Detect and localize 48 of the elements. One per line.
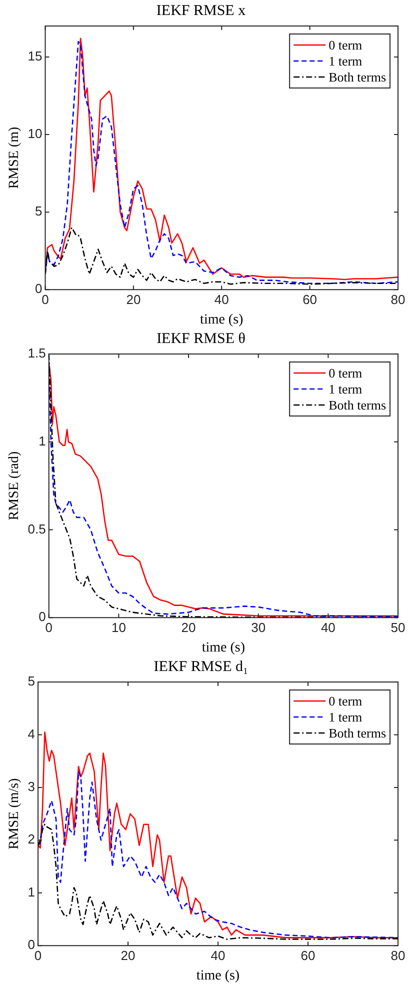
x-axis-title: time (s)	[202, 640, 246, 656]
chart-title: IEKF RMSE θ	[156, 330, 246, 347]
x-tick-label: 20	[126, 292, 141, 307]
y-tick-label: 4	[28, 726, 36, 742]
legend-label: 0 term	[328, 693, 362, 708]
x-tick-label: 80	[390, 948, 406, 963]
line-series	[45, 226, 398, 285]
y-tick-label: 1	[28, 884, 36, 900]
y-tick-label: 5	[35, 204, 42, 219]
y-tick-label: 1	[38, 433, 46, 448]
y-tick-label: 0	[35, 281, 42, 296]
x-tick-label: 10	[111, 620, 126, 635]
legend-label: Both terms	[328, 397, 386, 412]
y-tick-label: 0	[28, 937, 36, 952]
y-axis-title: RMSE (m)	[7, 126, 22, 189]
chart-title: IEKF RMSE d₁	[154, 658, 248, 675]
x-tick-label: 60	[300, 948, 316, 963]
legend-label: 0 term	[328, 37, 362, 52]
legend-label: Both terms	[328, 725, 386, 740]
y-tick-label: 5	[28, 674, 36, 689]
y-tick-label: 10	[28, 126, 42, 142]
legend-label: Both terms	[328, 69, 386, 84]
line-series	[38, 824, 398, 940]
y-tick-label: 0.5	[28, 521, 46, 536]
y-tick-label: 0	[38, 609, 46, 624]
y-tick-label: 2	[28, 832, 36, 847]
x-tick-label: 40	[214, 292, 229, 307]
y-tick-label: 1.5	[28, 346, 46, 361]
y-tick-label: 15	[28, 48, 42, 64]
x-tick-label: 40	[320, 620, 336, 635]
legend-label: 1 term	[328, 709, 362, 724]
x-tick-label: 20	[120, 948, 136, 963]
x-tick-label: 50	[390, 620, 406, 635]
y-axis-title: RMSE (rad)	[7, 451, 22, 520]
legend-label: 1 term	[328, 53, 362, 68]
x-tick-label: 40	[210, 948, 226, 963]
x-axis-title: time (s)	[200, 312, 244, 328]
legend-label: 0 term	[328, 365, 362, 380]
x-tick-label: 60	[302, 292, 318, 307]
x-tick-label: 20	[181, 620, 196, 635]
x-tick-label: 30	[251, 620, 266, 635]
chart-title: IEKF RMSE x	[156, 2, 246, 19]
y-axis-title: RMSE (m/s)	[7, 778, 22, 850]
legend-label: 1 term	[328, 381, 362, 396]
x-tick-label: 80	[390, 292, 406, 307]
line-series	[38, 770, 398, 938]
x-axis-title: time (s)	[196, 968, 240, 984]
y-tick-label: 3	[28, 779, 36, 794]
